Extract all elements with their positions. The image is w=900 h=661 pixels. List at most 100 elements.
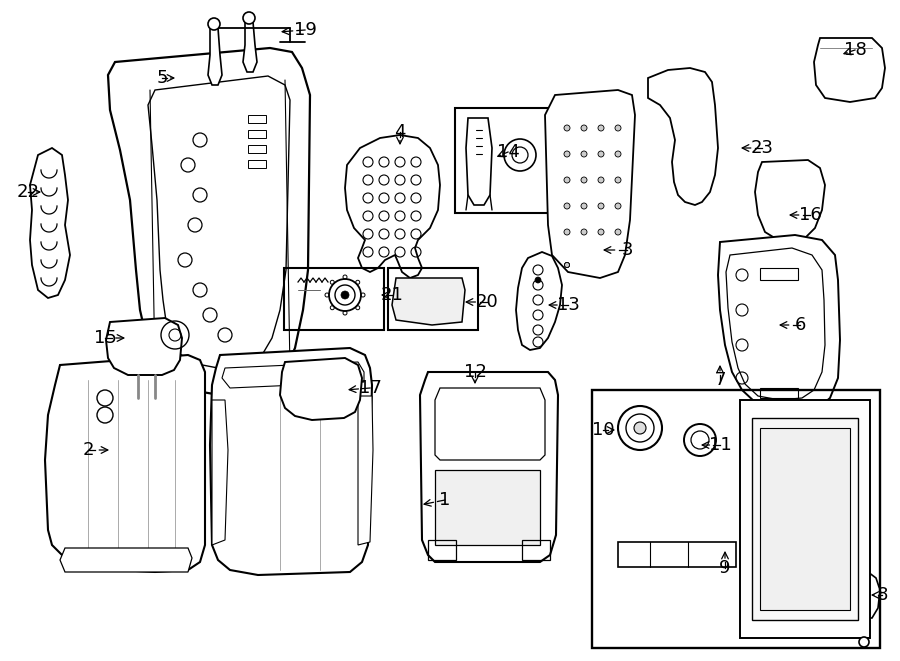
Text: 23: 23 (751, 139, 773, 157)
Polygon shape (516, 252, 562, 350)
Circle shape (684, 424, 716, 456)
Polygon shape (358, 396, 373, 545)
Bar (618, 542, 736, 567)
Bar (760, 268, 798, 280)
Bar (435, 470, 540, 545)
Polygon shape (212, 400, 228, 545)
Circle shape (634, 422, 646, 434)
Bar (428, 540, 456, 560)
Bar (760, 388, 798, 398)
Text: 22: 22 (16, 183, 40, 201)
Circle shape (598, 203, 604, 209)
Text: 21: 21 (381, 286, 403, 304)
Circle shape (581, 177, 587, 183)
Polygon shape (852, 572, 880, 618)
Polygon shape (222, 362, 364, 388)
Polygon shape (280, 358, 362, 420)
Text: 6: 6 (795, 316, 806, 334)
Bar (248, 130, 266, 138)
Text: 12: 12 (464, 363, 486, 381)
Circle shape (615, 151, 621, 157)
Polygon shape (243, 22, 257, 72)
Circle shape (564, 262, 570, 268)
Circle shape (581, 229, 587, 235)
Circle shape (618, 406, 662, 450)
Circle shape (243, 12, 255, 24)
Bar (248, 160, 266, 168)
Text: 7: 7 (715, 371, 725, 389)
Circle shape (615, 229, 621, 235)
Bar (592, 390, 880, 648)
Text: 4: 4 (394, 123, 406, 141)
Circle shape (598, 151, 604, 157)
Circle shape (615, 203, 621, 209)
Polygon shape (435, 388, 545, 460)
Text: 14: 14 (497, 143, 519, 161)
Polygon shape (60, 548, 192, 572)
Circle shape (564, 177, 570, 183)
Circle shape (504, 139, 536, 171)
Polygon shape (148, 76, 290, 368)
Circle shape (564, 262, 570, 268)
Circle shape (535, 277, 541, 283)
Bar (284, 268, 384, 330)
Polygon shape (208, 28, 222, 85)
Circle shape (859, 637, 869, 647)
Polygon shape (466, 118, 492, 205)
Text: 8: 8 (877, 586, 887, 604)
Circle shape (598, 125, 604, 131)
Polygon shape (345, 135, 440, 278)
Circle shape (581, 151, 587, 157)
Text: 16: 16 (798, 206, 822, 224)
Polygon shape (718, 235, 840, 412)
Polygon shape (726, 248, 825, 400)
Bar (455, 108, 550, 213)
Text: 1: 1 (439, 491, 451, 509)
Circle shape (208, 18, 220, 30)
Bar (522, 540, 550, 560)
Text: 3: 3 (621, 241, 633, 259)
Bar (740, 400, 870, 638)
Polygon shape (30, 148, 70, 298)
Polygon shape (755, 160, 825, 242)
Text: 18: 18 (843, 41, 867, 59)
Circle shape (581, 125, 587, 131)
Polygon shape (138, 340, 178, 400)
Text: 2: 2 (82, 441, 94, 459)
Polygon shape (210, 348, 372, 575)
Polygon shape (814, 38, 885, 102)
Circle shape (564, 203, 570, 209)
Text: 17: 17 (358, 379, 382, 397)
Polygon shape (420, 372, 558, 562)
Polygon shape (215, 370, 265, 418)
Circle shape (598, 229, 604, 235)
Text: 9: 9 (719, 559, 731, 577)
Text: 10: 10 (591, 421, 615, 439)
Text: 15: 15 (94, 329, 116, 347)
Polygon shape (648, 68, 718, 205)
Text: 11: 11 (708, 436, 732, 454)
Bar (388, 268, 478, 330)
Polygon shape (392, 278, 465, 325)
Circle shape (341, 291, 349, 299)
Polygon shape (545, 90, 635, 278)
Circle shape (615, 125, 621, 131)
Circle shape (564, 151, 570, 157)
Circle shape (615, 177, 621, 183)
Text: 20: 20 (475, 293, 499, 311)
Circle shape (598, 177, 604, 183)
Circle shape (581, 203, 587, 209)
Polygon shape (45, 355, 205, 572)
Text: 5: 5 (157, 69, 167, 87)
Bar (752, 418, 858, 620)
Text: 13: 13 (556, 296, 580, 314)
Circle shape (564, 125, 570, 131)
Polygon shape (106, 318, 182, 375)
Circle shape (564, 262, 570, 268)
Circle shape (564, 229, 570, 235)
Bar (760, 428, 850, 610)
Bar (248, 145, 266, 153)
Bar (248, 115, 266, 123)
Polygon shape (108, 48, 310, 395)
Text: 19: 19 (293, 21, 317, 39)
